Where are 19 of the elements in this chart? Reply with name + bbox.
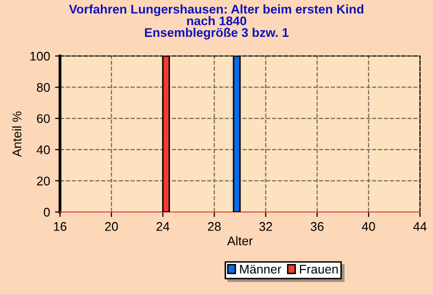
y-tick-label: 100 [30,52,50,61]
y-axis-title: Anteil % [12,112,22,157]
x-tick-label: 40 [362,222,376,231]
y-tick-label: 80 [36,83,50,92]
x-tick-label: 36 [310,222,324,231]
legend-label: Frauen [300,264,338,274]
chart-title: Vorfahren Lungershausen: Alter beim ersten Kind nach 1840 Ensemblegröße 3 bzw. 1 [69,4,364,40]
x-axis-title: Alter [227,236,253,246]
x-tick-label: 20 [105,222,118,231]
x-tick-label: 28 [208,222,221,231]
y-tick-label: 20 [37,176,50,186]
y-tick-label: 0 [44,208,50,217]
x-tick-label: 32 [259,222,272,231]
x-tick-label: 24 [156,222,170,231]
x-tick-label: 44 [413,222,427,231]
legend-label: Männer [240,264,282,274]
y-tick-label: 40 [36,145,50,154]
y-tick-label: 60 [37,114,50,124]
x-tick-label: 16 [54,222,66,231]
